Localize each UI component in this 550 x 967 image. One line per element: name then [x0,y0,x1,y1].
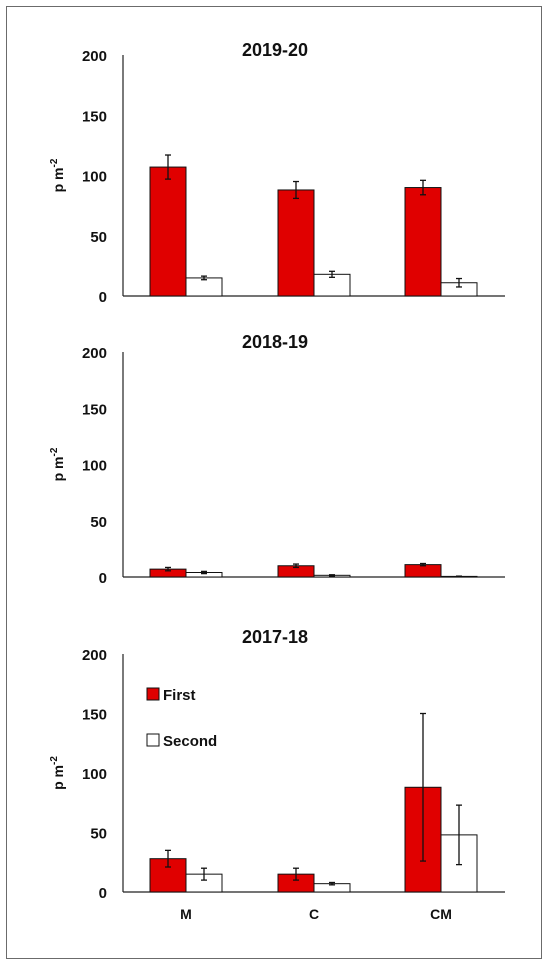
x-category-label: CM [430,906,452,922]
chart-title: 2018-19 [242,332,308,352]
y-tick-label: 150 [82,108,107,125]
y-tick-label: 50 [90,826,107,843]
chart-title: 2017-18 [242,627,308,647]
y-tick-label: 0 [99,885,107,902]
y-tick-label: 150 [82,401,107,418]
y-axis-label-text: p m [50,457,66,482]
chart-panel-2019-20: 2019-20 p m-2 0 50 100 150 200 [49,40,505,306]
y-axis-label-superscript: -2 [49,158,60,167]
y-tick-label: 200 [82,48,107,65]
figure-frame [6,6,542,959]
y-tick-label: 0 [99,289,107,306]
legend-swatch-Second [146,733,160,747]
bar-First-CM [404,187,442,297]
legend-label-Second: Second [163,733,217,750]
y-axis-label-text: p m [50,765,66,790]
y-axis-label: p m-2 [49,756,66,790]
x-category-label: C [309,906,319,922]
y-tick-label: 0 [99,570,107,587]
legend-swatch-First [146,687,160,701]
y-axis-label-text: p m [50,168,66,193]
bar-First-CM [404,564,442,578]
legend: First Second [146,687,217,750]
y-tick-label: 200 [82,345,107,362]
y-axis-label-superscript: -2 [49,447,60,456]
y-tick-label: 50 [90,514,107,531]
bar-Second-M [185,277,223,297]
x-category-label: M [180,906,192,922]
y-axis-label-superscript: -2 [49,756,60,765]
chart-title: 2019-20 [242,40,308,60]
bar-First-C [277,189,315,297]
legend-label-First: First [163,687,196,704]
y-tick-label: 50 [90,229,107,246]
bar-First-M [149,166,187,297]
y-tick-label: 200 [82,647,107,664]
y-axis-label: p m-2 [49,158,66,192]
y-tick-label: 100 [82,169,107,186]
chart-panel-2017-18: 2017-18 p m-2 0 50 100 150 200 M C CM First Second [49,627,505,922]
y-tick-label: 150 [82,707,107,724]
y-tick-label: 100 [82,458,107,475]
y-tick-label: 100 [82,766,107,783]
chart-panel-2018-19: 2018-19 p m-2 0 50 100 150 200 [49,332,505,587]
y-axis-label: p m-2 [49,447,66,481]
